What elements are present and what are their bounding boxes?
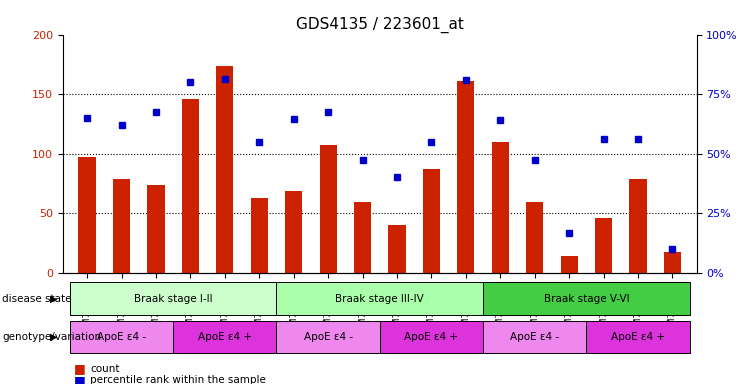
Bar — [586, 321, 690, 353]
Bar — [483, 321, 586, 353]
Text: percentile rank within the sample: percentile rank within the sample — [90, 375, 266, 384]
Text: Braak stage III-IV: Braak stage III-IV — [336, 293, 424, 304]
Bar — [147, 185, 165, 273]
Bar — [285, 190, 302, 273]
Text: genotype/variation: genotype/variation — [2, 332, 102, 342]
Bar — [276, 321, 379, 353]
Bar — [70, 282, 276, 315]
Bar — [457, 81, 474, 273]
Text: ApoE ε4 -: ApoE ε4 - — [97, 332, 146, 342]
Bar — [276, 282, 483, 315]
Text: ▶: ▶ — [50, 294, 58, 304]
Text: ■: ■ — [74, 362, 86, 375]
Bar — [173, 321, 276, 353]
Title: GDS4135 / 223601_at: GDS4135 / 223601_at — [296, 17, 464, 33]
Text: ApoE ε4 -: ApoE ε4 - — [510, 332, 559, 342]
Bar — [483, 282, 690, 315]
Text: ApoE ε4 +: ApoE ε4 + — [405, 332, 459, 342]
Text: ApoE ε4 +: ApoE ε4 + — [198, 332, 252, 342]
Text: ApoE ε4 +: ApoE ε4 + — [611, 332, 665, 342]
Bar — [354, 202, 371, 273]
Bar — [492, 142, 509, 273]
Bar — [560, 256, 578, 273]
Bar — [526, 202, 543, 273]
Text: count: count — [90, 364, 120, 374]
Bar — [629, 179, 647, 273]
Bar — [664, 252, 681, 273]
Bar — [79, 157, 96, 273]
Bar — [380, 321, 483, 353]
Text: Braak stage I-II: Braak stage I-II — [134, 293, 213, 304]
Bar — [70, 321, 173, 353]
Bar — [595, 218, 612, 273]
Bar — [182, 99, 199, 273]
Bar — [216, 66, 233, 273]
Text: Braak stage V-VI: Braak stage V-VI — [544, 293, 629, 304]
Text: ■: ■ — [74, 374, 86, 384]
Bar — [423, 169, 440, 273]
Text: disease state: disease state — [2, 294, 72, 304]
Text: ▶: ▶ — [50, 332, 58, 342]
Bar — [113, 179, 130, 273]
Bar — [388, 225, 405, 273]
Bar — [250, 198, 268, 273]
Bar — [319, 145, 336, 273]
Text: ApoE ε4 -: ApoE ε4 - — [304, 332, 353, 342]
